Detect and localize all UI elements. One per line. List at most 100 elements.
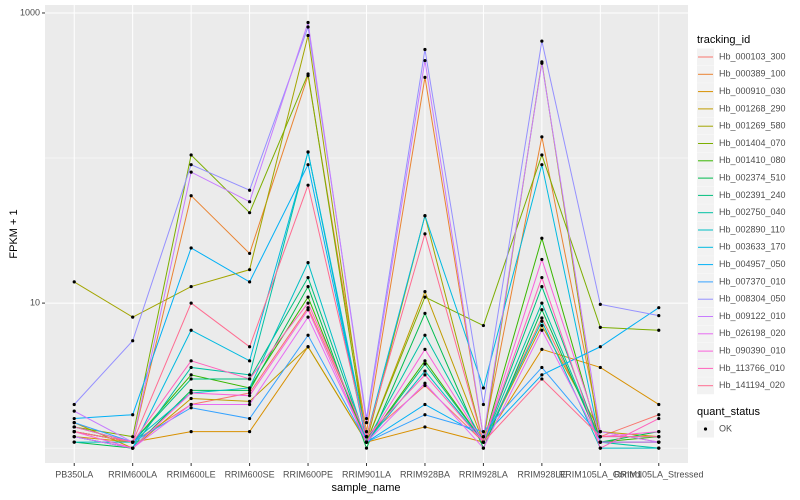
data-point (72, 430, 76, 434)
data-point (306, 284, 310, 289)
data-point (598, 365, 602, 370)
data-point (540, 373, 544, 377)
data-point (189, 328, 193, 332)
data-point (247, 280, 252, 284)
x-tick-label: RRIM600PE (283, 469, 333, 479)
legend-label: Hb_113766_010 (719, 363, 785, 373)
data-point (306, 72, 310, 76)
legend-label: Hb_001269_580 (719, 121, 786, 131)
data-point (247, 268, 252, 272)
y-axis-title: FPKM + 1 (8, 209, 20, 258)
data-point (540, 308, 544, 312)
data-point (423, 214, 427, 218)
data-point (306, 183, 310, 187)
data-point (247, 251, 252, 256)
legend-label: OK (719, 423, 732, 433)
data-point (540, 301, 544, 305)
data-point (423, 58, 427, 63)
data-point (306, 20, 310, 25)
data-point (657, 313, 661, 318)
data-point (306, 315, 310, 319)
data-point (247, 359, 252, 363)
x-axis-title: sample_name (331, 482, 400, 494)
data-point (423, 359, 427, 363)
data-point (247, 399, 252, 404)
data-point (540, 39, 544, 43)
x-tick-label: RRIM928LE (517, 469, 566, 479)
data-point (72, 402, 76, 407)
data-point (423, 413, 427, 417)
data-point (306, 33, 310, 38)
data-point (364, 446, 369, 450)
legend-label: Hb_001268_290 (719, 103, 786, 113)
data-point (364, 421, 369, 425)
data-point (540, 284, 544, 289)
data-point (72, 440, 76, 444)
data-point (306, 163, 310, 167)
data-point (189, 391, 193, 395)
data-point (72, 409, 76, 413)
x-tick-label: RRIM105LA_Stressed (614, 469, 704, 479)
data-point (364, 435, 369, 439)
data-point (423, 362, 427, 366)
data-point (189, 284, 193, 289)
shape-legend-title: quant_status (697, 406, 760, 418)
data-point (189, 373, 193, 377)
data-point (189, 246, 193, 250)
legend-label: Hb_008304_050 (719, 294, 786, 304)
data-point (598, 430, 602, 434)
data-point (423, 75, 427, 79)
data-point (540, 236, 544, 240)
legend-label: Hb_000389_100 (719, 69, 786, 79)
legend-label: Hb_002750_040 (719, 207, 786, 217)
data-point (247, 391, 252, 395)
data-point (481, 402, 486, 407)
data-point (540, 135, 544, 139)
data-point (247, 211, 252, 215)
data-point (540, 328, 544, 332)
legend-label: Hb_001410_080 (719, 155, 786, 165)
y-tick-label: 1000 (20, 7, 40, 17)
data-point (189, 402, 193, 407)
data-point (306, 150, 310, 154)
data-point (72, 435, 76, 439)
data-point (306, 275, 310, 280)
data-point (189, 377, 193, 381)
x-tick-label: RRIM928LA (459, 469, 508, 479)
data-point (189, 396, 193, 401)
data-point (247, 402, 252, 407)
data-point (657, 328, 661, 332)
data-point (247, 377, 252, 381)
legend-label: Hb_090390_010 (719, 345, 786, 355)
data-point (131, 446, 135, 450)
data-point (598, 446, 602, 450)
data-point (598, 440, 602, 444)
data-point (481, 386, 486, 390)
data-point (189, 388, 193, 393)
x-tick-label: RRIM105LA_Control (559, 469, 642, 479)
data-point (657, 413, 661, 417)
data-point (189, 301, 193, 305)
legend-label: Hb_001404_070 (719, 138, 786, 148)
data-point (423, 347, 427, 351)
data-point (189, 430, 193, 434)
legend-label: Hb_026198_020 (719, 328, 786, 338)
legend-label: Hb_003633_170 (719, 242, 786, 252)
data-point (423, 425, 427, 429)
data-point (364, 440, 369, 444)
data-point (423, 369, 427, 373)
data-point (189, 163, 193, 167)
data-point (306, 301, 310, 305)
data-point (481, 446, 486, 450)
data-point (657, 306, 661, 310)
data-point (131, 315, 135, 319)
data-point (131, 440, 135, 444)
data-point (247, 394, 252, 398)
x-tick-label: RRIM928BA (400, 469, 450, 479)
x-tick-label: PB350LA (55, 469, 93, 479)
legend-label: Hb_009122_010 (719, 311, 786, 321)
data-point (540, 257, 544, 262)
data-point (540, 319, 544, 323)
data-point (423, 290, 427, 294)
data-point (189, 365, 193, 370)
